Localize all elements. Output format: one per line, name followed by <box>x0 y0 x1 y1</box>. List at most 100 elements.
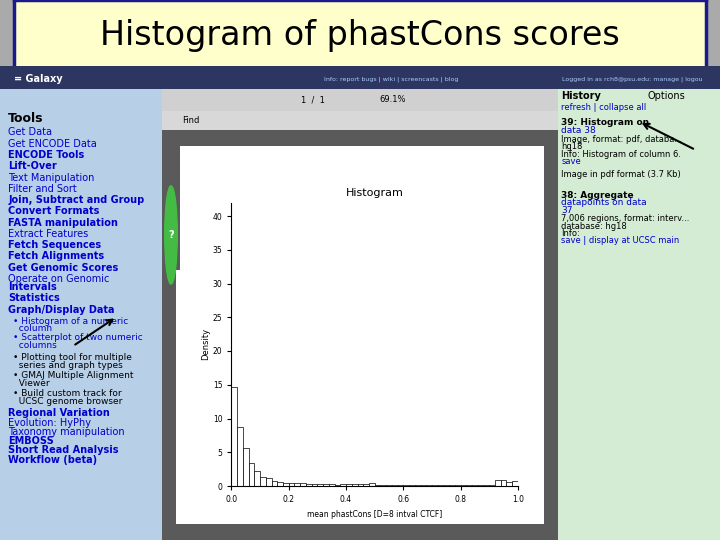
Text: 1  /  1: 1 / 1 <box>301 96 325 104</box>
Bar <box>467 485 472 486</box>
Bar <box>420 485 426 486</box>
Bar <box>432 485 438 486</box>
Text: Convert Formats: Convert Formats <box>8 206 99 217</box>
Bar <box>495 481 500 486</box>
Bar <box>392 485 397 486</box>
Bar <box>490 485 495 486</box>
Text: Tools: Tools <box>8 112 44 125</box>
Bar <box>254 471 260 486</box>
Bar <box>318 484 323 486</box>
Text: • Scatterplot of two numeric: • Scatterplot of two numeric <box>13 334 143 342</box>
Text: History: History <box>562 91 601 102</box>
Bar <box>260 477 266 486</box>
Text: Logged in as rch8@psu.edu: manage | logou: Logged in as rch8@psu.edu: manage | logo… <box>562 76 702 82</box>
Text: Evolution: HyPhy: Evolution: HyPhy <box>8 418 91 428</box>
Text: • Build custom track for: • Build custom track for <box>13 389 122 398</box>
Bar <box>300 483 306 486</box>
Text: ?: ? <box>168 230 174 240</box>
Bar <box>426 485 432 486</box>
Text: • GMAJ Multiple Alignment: • GMAJ Multiple Alignment <box>13 371 133 380</box>
Text: Image in pdf format (3.7 Kb): Image in pdf format (3.7 Kb) <box>562 170 681 179</box>
Text: column: column <box>13 325 52 334</box>
Bar <box>484 485 490 486</box>
Bar <box>506 482 512 486</box>
Text: datapoints on data: datapoints on data <box>562 198 647 207</box>
Text: Lift-Over: Lift-Over <box>8 161 57 171</box>
Bar <box>374 485 380 486</box>
Text: FASTA manipulation: FASTA manipulation <box>8 218 118 227</box>
Text: Regional Variation: Regional Variation <box>8 408 110 418</box>
Text: Filter and Sort: Filter and Sort <box>8 184 77 194</box>
Bar <box>397 485 403 486</box>
Text: database: hg18: database: hg18 <box>562 221 627 231</box>
Bar <box>335 484 341 486</box>
Bar <box>248 463 254 486</box>
Text: Fetch Sequences: Fetch Sequences <box>8 240 102 250</box>
Title: Histogram: Histogram <box>346 187 404 198</box>
Bar <box>266 478 271 486</box>
Bar <box>358 484 363 486</box>
Bar <box>243 448 248 486</box>
Text: Text Manipulation: Text Manipulation <box>8 172 94 183</box>
Text: Join, Subtract and Group: Join, Subtract and Group <box>8 195 144 205</box>
Bar <box>380 485 386 486</box>
Bar <box>341 484 346 486</box>
Bar <box>312 484 318 486</box>
Bar <box>329 484 335 486</box>
Text: Graph/Display Data: Graph/Display Data <box>8 305 114 315</box>
Bar <box>289 483 294 486</box>
X-axis label: mean phastCons [D=8 intval CTCF]: mean phastCons [D=8 intval CTCF] <box>307 510 442 518</box>
Bar <box>232 387 237 486</box>
Text: Extract Features: Extract Features <box>8 229 89 239</box>
Bar <box>478 485 484 486</box>
Text: save: save <box>562 157 581 166</box>
Bar <box>455 485 461 486</box>
Bar <box>237 427 243 486</box>
Text: 69.1%: 69.1% <box>380 96 406 104</box>
Text: ENCODE Tools: ENCODE Tools <box>8 150 84 160</box>
Bar <box>512 481 518 486</box>
Text: UCSC genome browser: UCSC genome browser <box>13 396 122 406</box>
Text: 7,006 regions, format: interv...: 7,006 regions, format: interv... <box>562 214 690 224</box>
Text: Get Data: Get Data <box>8 127 52 137</box>
Text: Short Read Analysis: Short Read Analysis <box>8 446 119 455</box>
Text: Info:: Info: <box>562 229 580 238</box>
Text: EMBOSS: EMBOSS <box>8 436 54 446</box>
Text: columns: columns <box>13 341 57 350</box>
Text: • Plotting tool for multiple: • Plotting tool for multiple <box>13 353 132 362</box>
Bar <box>472 485 478 486</box>
Text: 39: Histogram on: 39: Histogram on <box>562 118 649 127</box>
Bar <box>294 483 300 486</box>
Text: Info: Histogram of column 6.: Info: Histogram of column 6. <box>562 150 681 159</box>
Text: Get Genomic Scores: Get Genomic Scores <box>8 262 118 273</box>
Bar <box>438 485 444 486</box>
Text: data 38: data 38 <box>562 126 596 135</box>
Text: Find: Find <box>181 116 199 125</box>
Bar <box>500 480 506 486</box>
Bar <box>461 485 467 486</box>
Text: 37: 37 <box>562 206 572 215</box>
Text: Get ENCODE Data: Get ENCODE Data <box>8 139 97 148</box>
Text: Workflow (beta): Workflow (beta) <box>8 455 97 465</box>
Bar <box>363 484 369 486</box>
Text: Options: Options <box>647 91 685 102</box>
Text: Statistics: Statistics <box>8 293 60 303</box>
Text: Image, format: pdf, databa...: Image, format: pdf, databa... <box>562 135 683 144</box>
Text: 38: Aggregate: 38: Aggregate <box>562 191 634 200</box>
Circle shape <box>165 186 177 284</box>
Text: save | display at UCSC main: save | display at UCSC main <box>562 236 680 245</box>
Text: refresh | collapse all: refresh | collapse all <box>562 103 647 112</box>
Bar <box>277 482 283 486</box>
Text: Histogram of phastCons scores: Histogram of phastCons scores <box>100 18 620 52</box>
Bar <box>409 484 415 486</box>
Bar <box>323 484 329 486</box>
Text: Viewer: Viewer <box>13 379 50 388</box>
Text: Info: report bugs | wiki | screencasts | blog: Info: report bugs | wiki | screencasts |… <box>324 76 459 82</box>
Bar <box>415 485 420 486</box>
Text: • Histogram of a numeric: • Histogram of a numeric <box>13 317 128 326</box>
Bar <box>346 484 352 486</box>
Bar <box>403 485 409 486</box>
Text: Fetch Alignments: Fetch Alignments <box>8 252 104 261</box>
Bar <box>283 483 289 486</box>
Bar <box>386 485 392 486</box>
